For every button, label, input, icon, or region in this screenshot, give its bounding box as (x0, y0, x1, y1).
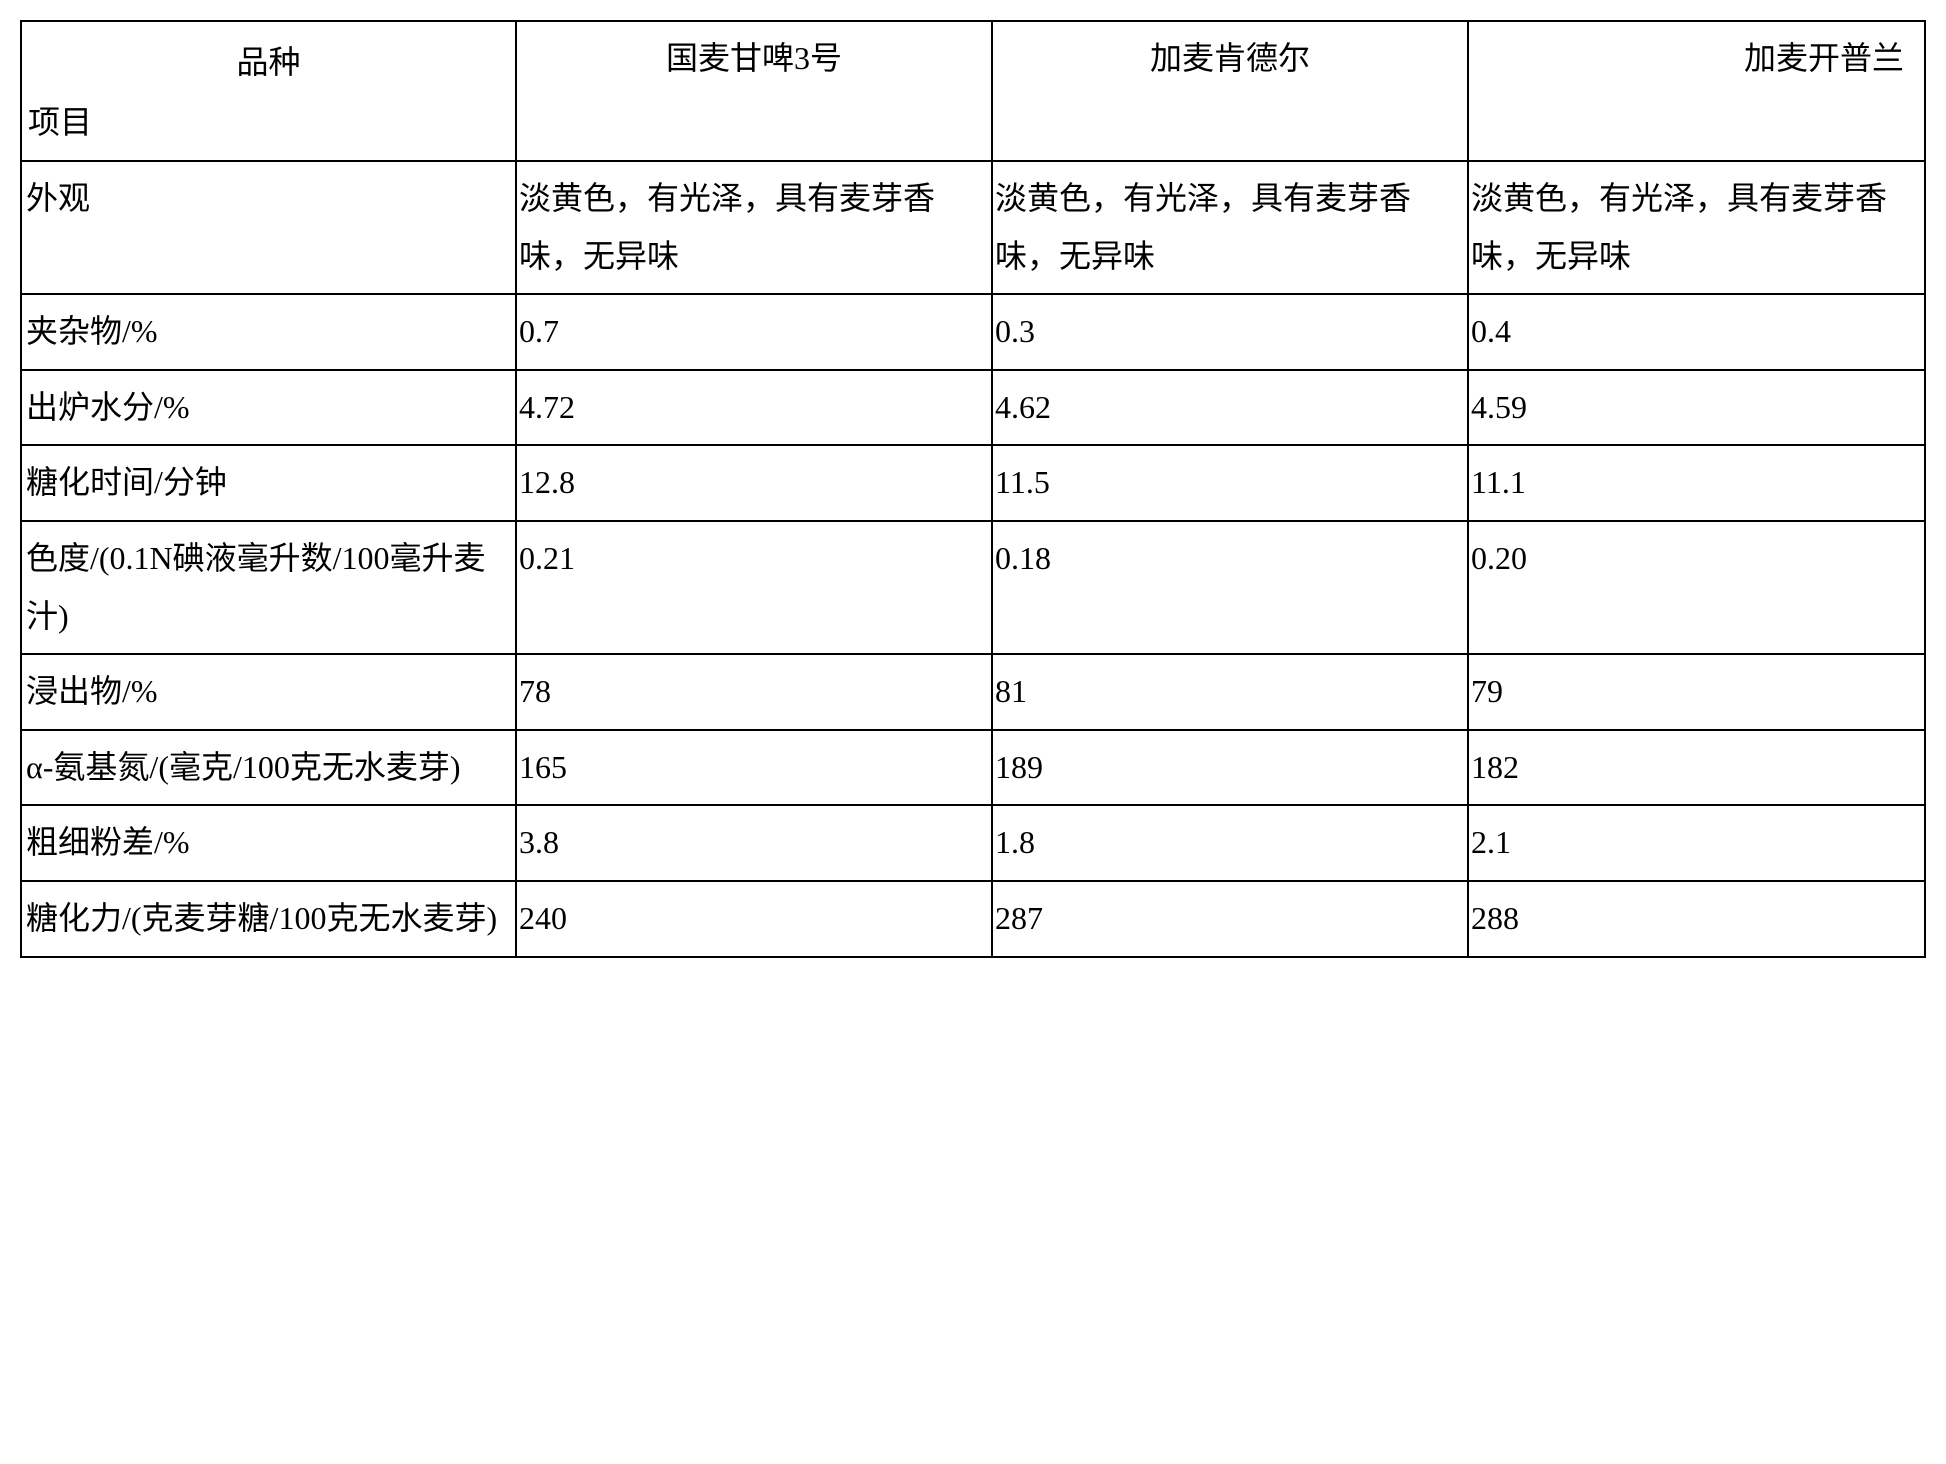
cell-amino-n-v3: 182 (1468, 730, 1925, 806)
cell-moisture-v3: 4.59 (1468, 370, 1925, 446)
cell-impurity-v3: 0.4 (1468, 294, 1925, 370)
row-label-sacch-time: 糖化时间/分钟 (21, 445, 516, 521)
cell-appearance-v3: 淡黄色，有光泽，具有麦芽香味，无异味 (1468, 161, 1925, 294)
cell-grind-diff-v1: 3.8 (516, 805, 992, 881)
cell-amino-n-v2: 189 (992, 730, 1468, 806)
row-label-impurity: 夹杂物/% (21, 294, 516, 370)
row-label-amino-n: α-氨基氮/(毫克/100克无水麦芽) (21, 730, 516, 806)
cell-sacch-time-v1: 12.8 (516, 445, 992, 521)
cell-extract-v3: 79 (1468, 654, 1925, 730)
table-row: 出炉水分/% 4.72 4.62 4.59 (21, 370, 1925, 446)
cell-appearance-v2: 淡黄色，有光泽，具有麦芽香味，无异味 (992, 161, 1468, 294)
malt-properties-table-container: 品种 项目 国麦甘啤3号 加麦肯德尔 加麦开普兰 外观 淡黄色，有光泽，具有麦芽… (20, 20, 1926, 958)
cell-color-v1: 0.21 (516, 521, 992, 654)
header-variety-3: 加麦开普兰 (1468, 21, 1925, 161)
cell-diastatic-v3: 288 (1468, 881, 1925, 957)
row-label-appearance: 外观 (21, 161, 516, 294)
table-body: 品种 项目 国麦甘啤3号 加麦肯德尔 加麦开普兰 外观 淡黄色，有光泽，具有麦芽… (21, 21, 1925, 957)
row-label-extract: 浸出物/% (21, 654, 516, 730)
cell-amino-n-v1: 165 (516, 730, 992, 806)
cell-grind-diff-v3: 2.1 (1468, 805, 1925, 881)
table-row: α-氨基氮/(毫克/100克无水麦芽) 165 189 182 (21, 730, 1925, 806)
header-variety-1: 国麦甘啤3号 (516, 21, 992, 161)
cell-extract-v1: 78 (516, 654, 992, 730)
header-corner-cell: 品种 项目 (21, 21, 516, 161)
cell-diastatic-v1: 240 (516, 881, 992, 957)
cell-impurity-v2: 0.3 (992, 294, 1468, 370)
cell-extract-v2: 81 (992, 654, 1468, 730)
row-label-color: 色度/(0.1N碘液毫升数/100毫升麦汁) (21, 521, 516, 654)
row-label-grind-diff: 粗细粉差/% (21, 805, 516, 881)
table-row: 夹杂物/% 0.7 0.3 0.4 (21, 294, 1925, 370)
table-row: 糖化力/(克麦芽糖/100克无水麦芽) 240 287 288 (21, 881, 1925, 957)
header-variety-label: 品种 (28, 30, 509, 92)
cell-diastatic-v2: 287 (992, 881, 1468, 957)
table-row: 粗细粉差/% 3.8 1.8 2.1 (21, 805, 1925, 881)
table-header-row: 品种 项目 国麦甘啤3号 加麦肯德尔 加麦开普兰 (21, 21, 1925, 161)
header-variety-2: 加麦肯德尔 (992, 21, 1468, 161)
cell-color-v3: 0.20 (1468, 521, 1925, 654)
cell-moisture-v1: 4.72 (516, 370, 992, 446)
table-row: 色度/(0.1N碘液毫升数/100毫升麦汁) 0.21 0.18 0.20 (21, 521, 1925, 654)
cell-grind-diff-v2: 1.8 (992, 805, 1468, 881)
cell-color-v2: 0.18 (992, 521, 1468, 654)
row-label-moisture: 出炉水分/% (21, 370, 516, 446)
row-label-diastatic: 糖化力/(克麦芽糖/100克无水麦芽) (21, 881, 516, 957)
cell-sacch-time-v2: 11.5 (992, 445, 1468, 521)
malt-properties-table: 品种 项目 国麦甘啤3号 加麦肯德尔 加麦开普兰 外观 淡黄色，有光泽，具有麦芽… (20, 20, 1926, 958)
header-item-label: 项目 (28, 94, 92, 152)
cell-appearance-v1: 淡黄色，有光泽，具有麦芽香味，无异味 (516, 161, 992, 294)
cell-sacch-time-v3: 11.1 (1468, 445, 1925, 521)
table-row: 糖化时间/分钟 12.8 11.5 11.1 (21, 445, 1925, 521)
table-row: 浸出物/% 78 81 79 (21, 654, 1925, 730)
cell-moisture-v2: 4.62 (992, 370, 1468, 446)
table-row: 外观 淡黄色，有光泽，具有麦芽香味，无异味 淡黄色，有光泽，具有麦芽香味，无异味… (21, 161, 1925, 294)
cell-impurity-v1: 0.7 (516, 294, 992, 370)
